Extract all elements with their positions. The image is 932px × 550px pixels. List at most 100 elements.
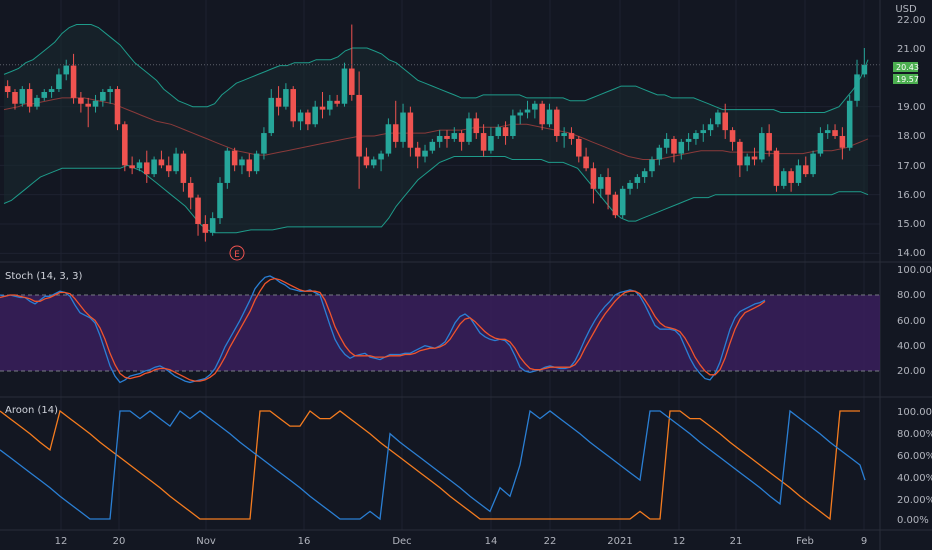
candle-body: [63, 65, 70, 75]
candle: [136, 159, 143, 172]
candle: [546, 103, 553, 128]
candle: [700, 124, 707, 142]
candle: [846, 94, 853, 151]
time-tick: 20: [113, 536, 126, 547]
candle: [663, 133, 670, 154]
candle: [619, 185, 626, 219]
stoch-pane[interactable]: Stoch (14, 3, 3) 100.00 80.00 60.00 40.0…: [0, 265, 932, 384]
candle-body: [275, 97, 282, 107]
candle-body: [575, 138, 582, 157]
stoch-d-line: [0, 277, 766, 382]
candle-body: [473, 118, 480, 134]
candle-body: [700, 130, 707, 134]
candle-body: [715, 112, 721, 125]
candle-body: [444, 136, 450, 139]
candle-body: [56, 74, 62, 90]
stoch-tick: 80.00: [897, 290, 926, 301]
candle: [751, 147, 758, 166]
candle: [722, 103, 729, 139]
candle: [597, 174, 604, 198]
candle-body: [217, 182, 223, 219]
candle: [707, 118, 714, 136]
candle-body: [312, 106, 318, 125]
earnings-marker-label: E: [234, 250, 240, 260]
candle-body: [400, 112, 406, 142]
candle: [129, 156, 135, 175]
candle-body: [788, 171, 794, 183]
price-tick: 17.00: [897, 161, 926, 172]
price-pane[interactable]: E: [0, 24, 880, 261]
candle: [429, 138, 436, 154]
candle: [305, 109, 311, 131]
candle-body: [619, 188, 626, 216]
candle-body: [539, 103, 545, 125]
candle-body: [4, 86, 11, 92]
candle-body: [356, 94, 362, 157]
candle-body: [458, 133, 465, 142]
candle: [231, 147, 238, 172]
candle-body: [612, 194, 619, 216]
candle-body: [180, 153, 187, 183]
candle: [407, 106, 414, 157]
candles: [4, 24, 868, 242]
candle: [114, 86, 121, 131]
aroon-title[interactable]: Aroon (14): [5, 405, 58, 416]
candle-body: [766, 133, 772, 151]
earnings-marker[interactable]: E: [229, 245, 245, 261]
candle: [744, 153, 750, 172]
aroon-down-line: [0, 409, 866, 521]
candle-body: [268, 97, 275, 134]
candle-body: [143, 162, 150, 175]
candle-body: [429, 141, 436, 151]
candle: [510, 109, 516, 139]
stoch-tick: 100.00: [897, 265, 932, 276]
candle-body: [568, 133, 575, 139]
candle-body: [605, 177, 611, 195]
candle-body: [649, 159, 655, 172]
candle: [400, 103, 406, 148]
candle: [165, 156, 172, 178]
candle: [524, 100, 531, 119]
stoch-tick: 60.00: [897, 316, 926, 327]
candle: [590, 162, 597, 204]
candle-body: [107, 89, 113, 92]
candle-body: [151, 159, 157, 175]
stoch-title[interactable]: Stoch (14, 3, 3): [5, 271, 82, 282]
candle-body: [261, 133, 267, 154]
candle: [239, 156, 245, 175]
candle: [693, 130, 699, 145]
candle-body: [685, 138, 692, 142]
aroon-pane[interactable]: Aroon (14) 100.00% 80.00% 60.00% 40.00% …: [0, 405, 932, 526]
candle-body: [202, 224, 209, 233]
stoch-tick: 40.00: [897, 341, 926, 352]
time-tick: 9: [861, 536, 867, 547]
candle-body: [832, 130, 838, 136]
candle: [612, 191, 619, 219]
aroon-up-line: [0, 409, 860, 521]
candle: [63, 59, 70, 81]
time-tick: 14: [485, 536, 498, 547]
candle: [832, 124, 838, 139]
stoch-band: [0, 295, 880, 371]
candle-body: [773, 150, 780, 186]
time-tick: 12: [673, 536, 686, 547]
bollinger-upper-band: [3, 24, 869, 113]
candle-body: [341, 68, 348, 104]
candle: [202, 215, 209, 242]
candle: [356, 71, 362, 189]
candle: [26, 83, 33, 113]
aroon-tick: 80.00%: [897, 429, 932, 440]
candle: [100, 89, 106, 107]
candle: [187, 177, 194, 210]
time-axis[interactable]: 12 20 Nov 16 Dec 14 22 2021 12 21 Feb 9: [55, 536, 868, 547]
candle-body: [671, 138, 677, 154]
price-axis[interactable]: USD 22.00 21.00 19.00 18.00 17.00 16.00 …: [893, 4, 926, 259]
candle: [297, 109, 304, 131]
candle-body: [524, 109, 531, 113]
candle-body: [19, 89, 26, 104]
candle-body: [305, 112, 311, 125]
candle: [253, 150, 260, 175]
candle: [678, 138, 685, 160]
candle: [378, 150, 384, 172]
